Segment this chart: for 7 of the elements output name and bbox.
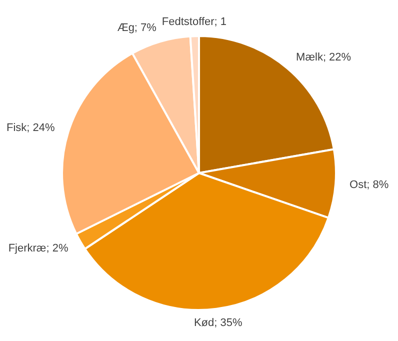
slice-label: Æg; 7% bbox=[117, 22, 157, 34]
slice-label: Fedtstoffer; 1 bbox=[162, 16, 227, 28]
slice-label: Ost; 8% bbox=[350, 179, 389, 191]
slice-label: Fisk; 24% bbox=[6, 122, 56, 134]
slice-label: Kød; 35% bbox=[194, 316, 242, 329]
slice-label: Fjerkræ; 2% bbox=[8, 242, 68, 255]
slice-label: Mælk; 22% bbox=[296, 51, 352, 64]
